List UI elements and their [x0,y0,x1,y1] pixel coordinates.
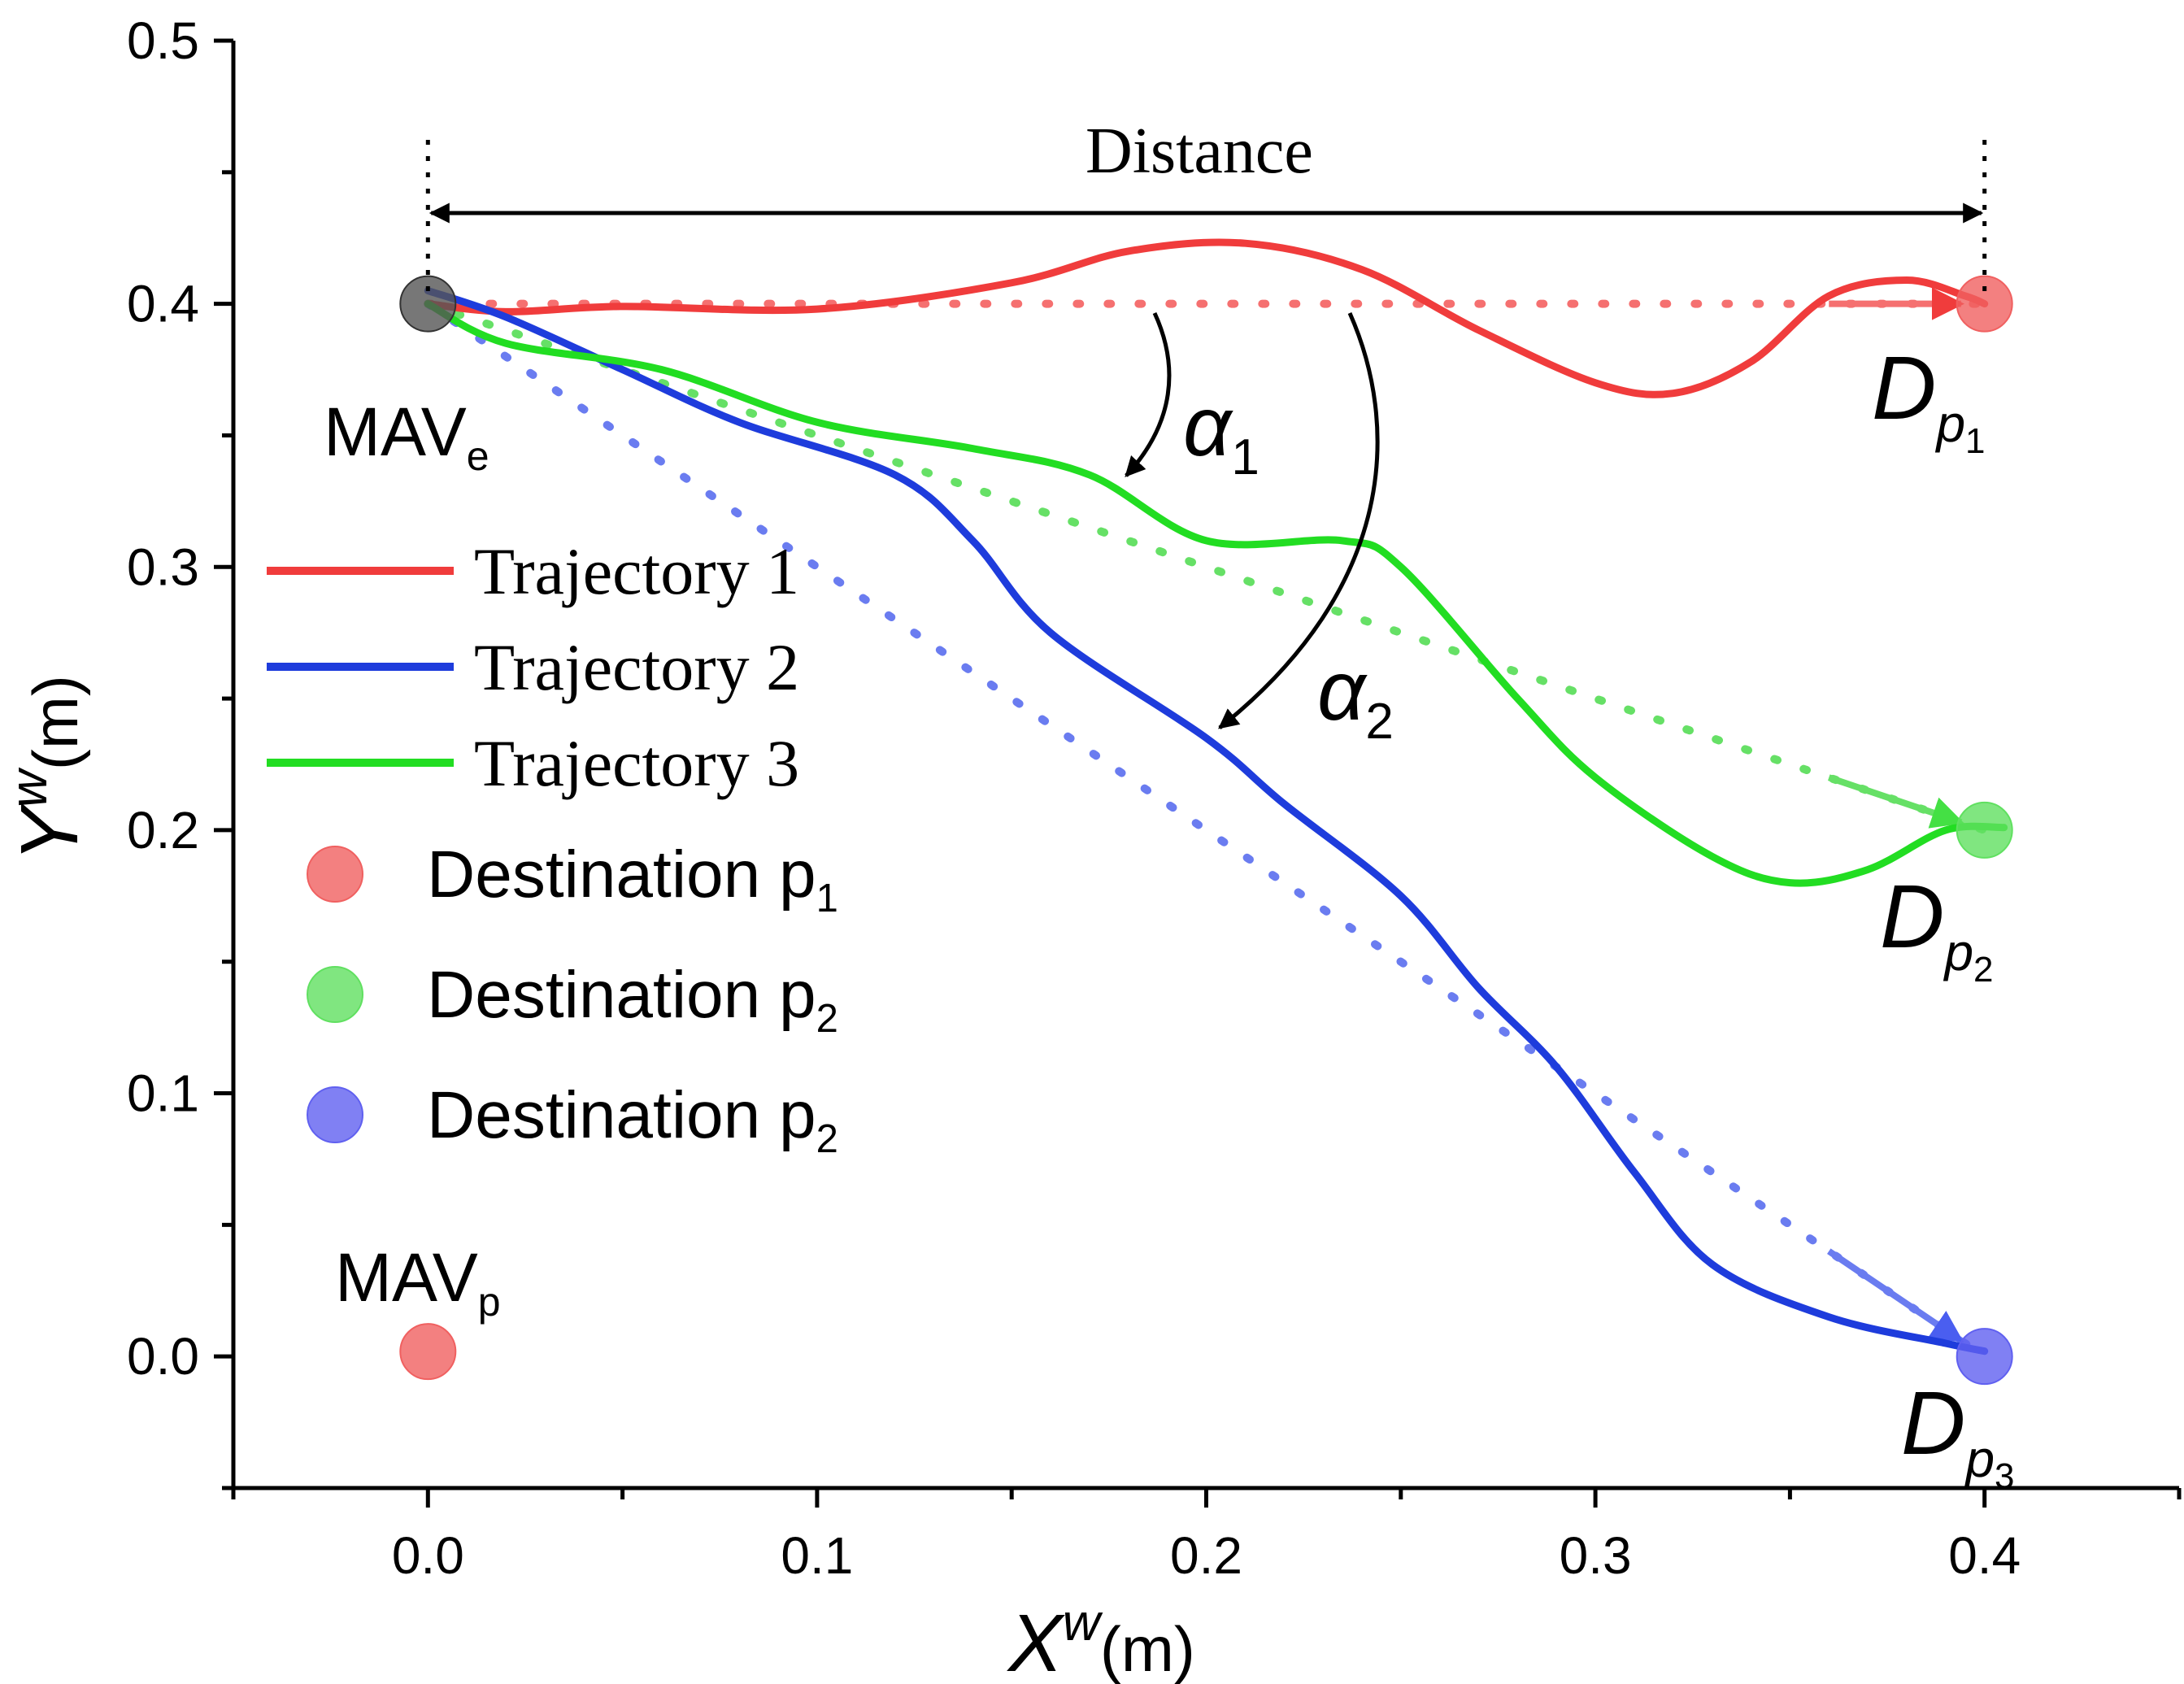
y-tick-label: 0.3 [127,537,199,596]
y-tick-label: 0.4 [127,275,199,333]
legend-marker [307,1086,363,1143]
alpha1-arrow [1125,311,1172,477]
distance-label: Distance [1085,115,1313,187]
pursuer-marker [399,1323,457,1381]
legend-label: Destination p2 [427,1078,838,1161]
planned-arrow [1827,774,1964,829]
legend-marker [307,966,363,1023]
y-axis-label: Yw(m) [0,675,95,862]
trajectory-trajectory-1 [424,238,1989,398]
legend-label: Trajectory 1 [474,534,799,608]
mav-p-label: MAVp [335,1239,501,1325]
legend-label: Trajectory 3 [474,726,799,800]
legend: Trajectory 1 Trajectory 2 Trajectory 3 Dest… [267,534,838,1161]
mav-e-label: MAVe [324,394,489,479]
destination-marker-1 [1956,275,2013,333]
y-tick-label: 0.0 [127,1327,199,1386]
planned-paths [424,287,1989,1361]
planned-arrow [1827,1248,1964,1344]
x-tick-label: 0.1 [781,1526,853,1585]
y-tick-label: 0.2 [127,801,199,859]
legend-label: Destination p2 [427,958,838,1041]
y-tick-label: 0.1 [127,1064,199,1123]
dp2-label: Dp2 [1880,867,1994,990]
trajectories [424,238,2008,1355]
legend-label: Trajectory 2 [474,630,799,704]
trajectory-trajectory-3 [424,300,2008,887]
alpha2-arrow [1218,311,1380,729]
evader-start-marker [399,275,457,333]
markers [399,275,2013,1386]
destination-marker-3 [1956,1328,2013,1386]
planned-path [424,299,1989,1361]
x-tick-label: 0.0 [392,1526,464,1585]
axes: 0.0 0.1 0.2 0.3 0.4 0.0 0.1 0.2 0.3 0.4 0.5 Xw(m) Yw… [0,11,2182,1684]
dp1-label: Dp1 [1872,338,1986,461]
trajectory-trajectory-2 [424,286,1989,1355]
x-tick-label: 0.2 [1170,1526,1242,1585]
annotations: Distance MAVe MAVp α1 α2 Dp1 Dp2 Dp3 [324,115,2015,1496]
legend-marker [307,846,363,903]
alpha2-label: α2 [1317,644,1394,750]
dp3-label: Dp3 [1901,1373,2015,1496]
legend-label: Destination p1 [427,838,838,920]
destination-marker-2 [1956,801,2013,859]
alpha1-label: α1 [1183,380,1259,485]
x-tick-label: 0.4 [1948,1526,2021,1585]
x-tick-label: 0.3 [1560,1526,1632,1585]
y-tick-label: 0.5 [127,11,199,70]
x-axis-label: Xw(m) [1007,1593,1195,1684]
